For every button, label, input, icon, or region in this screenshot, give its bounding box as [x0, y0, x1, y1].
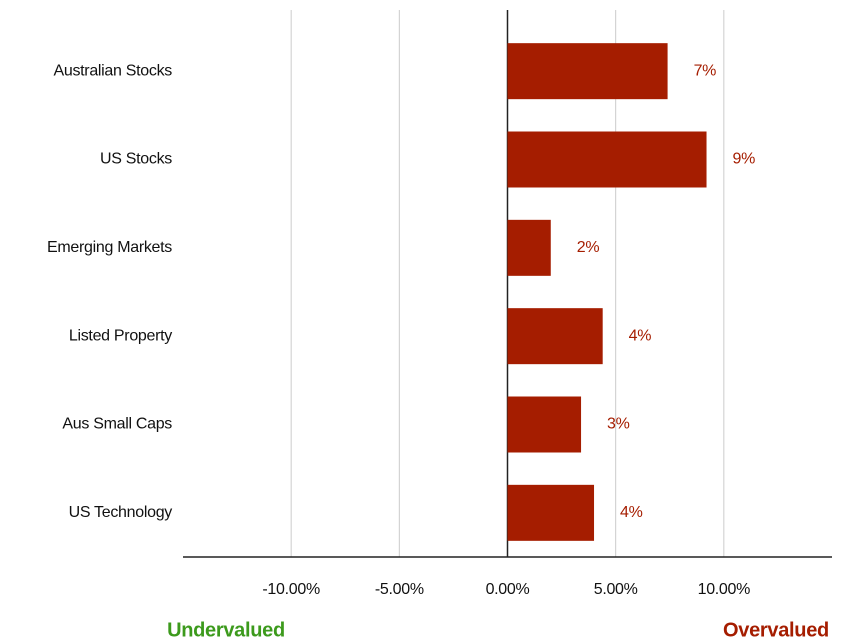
value-label: 4%: [620, 504, 643, 521]
y-tick-label: Emerging Markets: [47, 239, 172, 256]
bar: [507, 308, 603, 365]
bar: [507, 43, 668, 100]
y-tick-label: US Technology: [69, 504, 173, 521]
value-label: 9%: [733, 151, 756, 168]
y-tick-label: US Stocks: [100, 151, 172, 168]
value-label: 7%: [694, 62, 717, 79]
annotation: Overvalued: [723, 619, 829, 641]
y-tick-label: Australian Stocks: [53, 62, 172, 79]
value-label: 3%: [607, 416, 630, 433]
y-tick-label: Aus Small Caps: [62, 416, 172, 433]
y-tick-label: Listed Property: [69, 327, 172, 344]
bar: [507, 484, 595, 541]
bar: [507, 131, 707, 188]
annotation: Undervalued: [167, 619, 285, 641]
x-tick-label: 10.00%: [698, 581, 751, 598]
x-tick-label: -5.00%: [375, 581, 424, 598]
bar: [507, 219, 551, 276]
x-tick-label: 0.00%: [486, 581, 530, 598]
x-tick-label: -10.00%: [262, 581, 320, 598]
value-label: 4%: [629, 327, 652, 344]
x-tick-label: 5.00%: [594, 581, 638, 598]
bar: [507, 396, 582, 453]
value-label: 2%: [577, 239, 600, 256]
